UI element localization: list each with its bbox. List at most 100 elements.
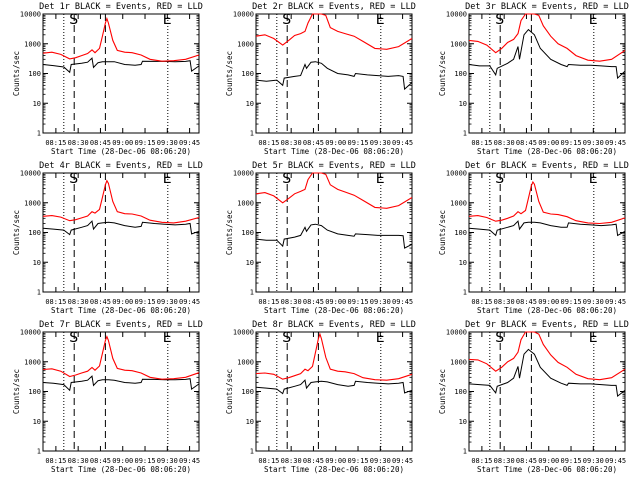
y-tick-label: 10000 [446,329,467,337]
panel-title: Det 9r BLACK = Events, RED = LLD [465,320,629,330]
y-tick-label: 1000 [450,358,467,366]
x-axis-label: Start Time (28-Dec-06 08:06:20) [264,147,404,156]
x-tick-label: 08:30 [494,457,515,465]
x-tick-label: 09:00 [325,457,346,465]
x-tick-label: 09:45 [179,139,200,147]
panel-title: Det 5r BLACK = Events, RED = LLD [252,161,416,171]
x-axis-label: Start Time (28-Dec-06 08:06:20) [264,306,404,315]
x-tick-label: 08:45 [303,139,324,147]
x-tick-label: 09:15 [560,298,581,306]
panel-title: Det 6r BLACK = Events, RED = LLD [465,161,629,171]
x-axis-label: Start Time (28-Dec-06 08:06:20) [477,306,617,315]
x-axis-label: Start Time (28-Dec-06 08:06:20) [51,465,191,474]
x-tick-label: 09:45 [179,298,200,306]
x-tick-label: 09:30 [370,139,391,147]
lld-series-line [255,332,413,381]
lld-series-line [255,172,413,209]
x-tick-label: 09:15 [347,457,368,465]
y-tick-label: 1 [463,130,467,138]
events-series-line [42,375,200,392]
x-tick-label: 09:00 [112,457,133,465]
detector-panel-3: Det 3r BLACK = Events, RED = LLD 1 10 100 10… [438,2,629,156]
y-tick-label: 100 [454,70,467,78]
lld-series-line [468,331,626,381]
end-marker-label: E [163,330,172,346]
lld-series-line [255,13,413,50]
x-tick-label: 08:45 [516,298,537,306]
y-tick-label: 1000 [450,40,467,48]
x-tick-label: 09:30 [370,298,391,306]
y-tick-label: 10000 [20,11,41,19]
x-tick-label: 09:00 [325,298,346,306]
y-tick-label: 10 [246,259,254,267]
end-marker-label: E [163,12,172,28]
x-tick-label: 08:30 [281,139,302,147]
x-tick-label: 09:15 [134,457,155,465]
x-axis-label: Start Time (28-Dec-06 08:06:20) [51,147,191,156]
x-tick-label: 09:30 [157,457,178,465]
y-tick-label: 1 [250,130,254,138]
y-tick-label: 10 [459,100,467,108]
x-tick-label: 09:00 [112,298,133,306]
events-series-line [468,28,626,80]
y-tick-label: 100 [241,229,254,237]
detector-panel-1: Det 1r BLACK = Events, RED = LLD 1 10 100 10… [12,2,203,156]
x-tick-label: 09:15 [560,457,581,465]
plot-frame [42,13,200,134]
panel-title: Det 1r BLACK = Events, RED = LLD [39,2,203,12]
y-tick-label: 1000 [237,40,254,48]
events-series-line [42,220,200,236]
y-tick-label: 1 [250,289,254,297]
x-axis-label: Start Time (28-Dec-06 08:06:20) [264,465,404,474]
start-marker-label: S [282,171,291,187]
y-tick-label: 10 [459,259,467,267]
x-tick-label: 09:00 [538,139,559,147]
y-tick-label: 1 [463,289,467,297]
x-tick-label: 08:15 [258,457,279,465]
x-tick-label: 09:45 [392,139,413,147]
y-tick-label: 100 [28,388,41,396]
x-tick-label: 09:00 [112,139,133,147]
y-tick-label: 10 [246,100,254,108]
y-tick-label: 10000 [233,11,254,19]
x-tick-label: 09:30 [583,298,604,306]
x-tick-label: 09:15 [134,139,155,147]
x-tick-label: 08:30 [68,457,89,465]
x-tick-label: 08:45 [90,139,111,147]
x-tick-label: 09:45 [605,298,626,306]
y-tick-label: 100 [454,388,467,396]
events-series-line [255,61,413,91]
x-tick-label: 08:45 [90,298,111,306]
y-tick-label: 10000 [20,329,41,337]
x-tick-label: 08:15 [471,139,492,147]
start-marker-label: S [282,330,291,346]
end-marker-label: E [589,330,598,346]
start-marker-label: S [495,330,504,346]
y-tick-label: 10000 [233,329,254,337]
x-tick-label: 09:30 [370,457,391,465]
x-tick-label: 09:45 [392,298,413,306]
start-marker-label: S [495,171,504,187]
x-tick-label: 08:15 [471,298,492,306]
start-marker-label: S [69,330,78,346]
x-tick-label: 09:45 [605,457,626,465]
x-axis-label: Start Time (28-Dec-06 08:06:20) [477,147,617,156]
detector-panel-6: Det 6r BLACK = Events, RED = LLD 1 10 100 10… [438,161,629,315]
y-tick-label: 1 [37,289,41,297]
x-tick-label: 09:30 [157,298,178,306]
y-tick-label: 100 [241,70,254,78]
plot-frame [255,13,413,134]
y-tick-label: 10 [33,259,41,267]
x-tick-label: 08:30 [68,139,89,147]
end-marker-label: E [589,171,598,187]
y-axis-label: Counts/sec [12,51,21,96]
y-tick-label: 1000 [450,199,467,207]
y-axis-label: Counts/sec [225,369,234,414]
y-axis-label: Counts/sec [225,51,234,96]
y-tick-label: 10 [459,418,467,426]
y-tick-label: 10 [33,100,41,108]
x-tick-label: 08:45 [516,457,537,465]
x-tick-label: 09:45 [392,457,413,465]
lld-series-line [468,13,626,62]
